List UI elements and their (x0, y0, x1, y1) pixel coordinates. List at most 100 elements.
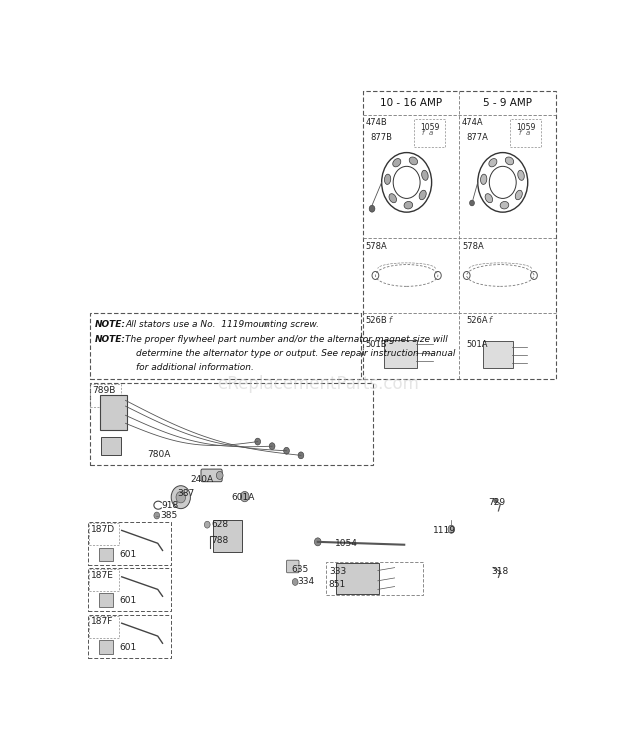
Ellipse shape (489, 158, 497, 167)
Text: 729: 729 (489, 498, 505, 507)
Text: 635: 635 (291, 565, 309, 574)
Text: 501B: 501B (366, 340, 388, 349)
Circle shape (241, 492, 249, 501)
Bar (510, 119, 541, 147)
Circle shape (255, 438, 260, 445)
Circle shape (269, 443, 275, 449)
Text: 780A: 780A (147, 450, 171, 459)
Text: 1054: 1054 (335, 539, 358, 548)
Ellipse shape (384, 174, 391, 185)
FancyBboxPatch shape (100, 394, 127, 429)
Text: The proper flywheel part number and/or the alternator magnet size will: The proper flywheel part number and/or t… (125, 335, 448, 344)
Ellipse shape (392, 158, 401, 167)
Text: 5 - 9 AMP: 5 - 9 AMP (483, 98, 532, 108)
Text: 187E: 187E (91, 571, 113, 580)
Bar (89, 616, 119, 638)
Ellipse shape (419, 190, 426, 199)
Circle shape (494, 498, 497, 503)
Text: 788: 788 (211, 536, 228, 545)
Bar (326, 562, 423, 594)
Text: for additional information.: for additional information. (136, 362, 254, 371)
Text: NOTE:: NOTE: (95, 335, 126, 344)
Text: 1119: 1119 (433, 526, 456, 535)
Circle shape (314, 538, 321, 546)
FancyBboxPatch shape (99, 641, 113, 654)
FancyBboxPatch shape (482, 341, 513, 368)
Text: 1059: 1059 (516, 123, 535, 132)
Text: 601A: 601A (231, 493, 255, 501)
Text: 318: 318 (492, 567, 509, 576)
Text: 578A: 578A (462, 242, 484, 251)
Text: determine the alternator type or output. See repair instruction manual: determine the alternator type or output.… (136, 349, 455, 358)
Circle shape (292, 579, 298, 586)
Text: f  a: f a (518, 129, 530, 136)
Text: 187F: 187F (91, 618, 113, 626)
FancyBboxPatch shape (335, 563, 379, 594)
Text: 385: 385 (160, 511, 177, 520)
Text: 601: 601 (119, 550, 136, 559)
Bar (363, 91, 556, 379)
Bar (89, 383, 373, 464)
Text: All stators use a No.  1119mounting screw.: All stators use a No. 1119mounting screw… (125, 320, 319, 329)
Circle shape (205, 522, 210, 528)
Ellipse shape (518, 170, 525, 180)
Ellipse shape (485, 193, 493, 202)
Ellipse shape (480, 174, 487, 185)
Circle shape (448, 525, 454, 533)
Circle shape (176, 492, 185, 503)
Bar (89, 569, 119, 591)
Text: 333: 333 (329, 567, 346, 576)
FancyBboxPatch shape (286, 560, 299, 573)
Bar (88, 568, 171, 611)
Circle shape (154, 512, 160, 519)
Circle shape (283, 447, 290, 454)
FancyBboxPatch shape (384, 340, 417, 368)
Bar (89, 312, 361, 379)
FancyBboxPatch shape (213, 520, 242, 552)
Text: 240A: 240A (190, 475, 213, 484)
Bar (89, 523, 119, 545)
Text: f  a: f a (422, 129, 434, 136)
Bar (414, 119, 445, 147)
Text: σ: σ (262, 320, 267, 329)
Text: 601: 601 (119, 643, 136, 652)
Text: 187D: 187D (91, 525, 115, 533)
Ellipse shape (409, 157, 418, 165)
Text: 877B: 877B (371, 133, 392, 142)
Bar (88, 615, 171, 658)
Circle shape (171, 486, 190, 509)
Circle shape (216, 472, 223, 479)
Text: 789B: 789B (92, 386, 115, 395)
Text: 877A: 877A (467, 133, 489, 142)
Text: 10 - 16 AMP: 10 - 16 AMP (381, 98, 443, 108)
Ellipse shape (505, 157, 514, 165)
Ellipse shape (389, 193, 397, 202)
Bar (88, 522, 171, 565)
Bar (91, 385, 121, 407)
Ellipse shape (515, 190, 522, 199)
Text: 601: 601 (119, 596, 136, 605)
Text: 474B: 474B (366, 118, 388, 127)
Text: f: f (388, 315, 391, 324)
Text: 501A: 501A (467, 340, 488, 349)
Text: NOTE:: NOTE: (95, 320, 126, 329)
Ellipse shape (500, 202, 509, 209)
FancyBboxPatch shape (100, 437, 121, 455)
Text: 387: 387 (177, 489, 195, 498)
Text: 851: 851 (329, 580, 346, 589)
FancyBboxPatch shape (99, 548, 113, 561)
Text: f: f (489, 315, 491, 324)
FancyBboxPatch shape (99, 594, 113, 607)
Ellipse shape (422, 170, 428, 180)
Text: 918: 918 (162, 501, 179, 510)
Text: eReplacementParts.com: eReplacementParts.com (217, 375, 418, 394)
Text: 526A: 526A (467, 315, 489, 324)
Text: 628: 628 (211, 520, 228, 529)
Circle shape (369, 205, 375, 212)
Text: 578A: 578A (366, 242, 388, 251)
Circle shape (469, 200, 474, 206)
FancyBboxPatch shape (201, 469, 222, 481)
Ellipse shape (404, 202, 413, 209)
Circle shape (298, 452, 304, 459)
Text: 334: 334 (297, 577, 314, 586)
